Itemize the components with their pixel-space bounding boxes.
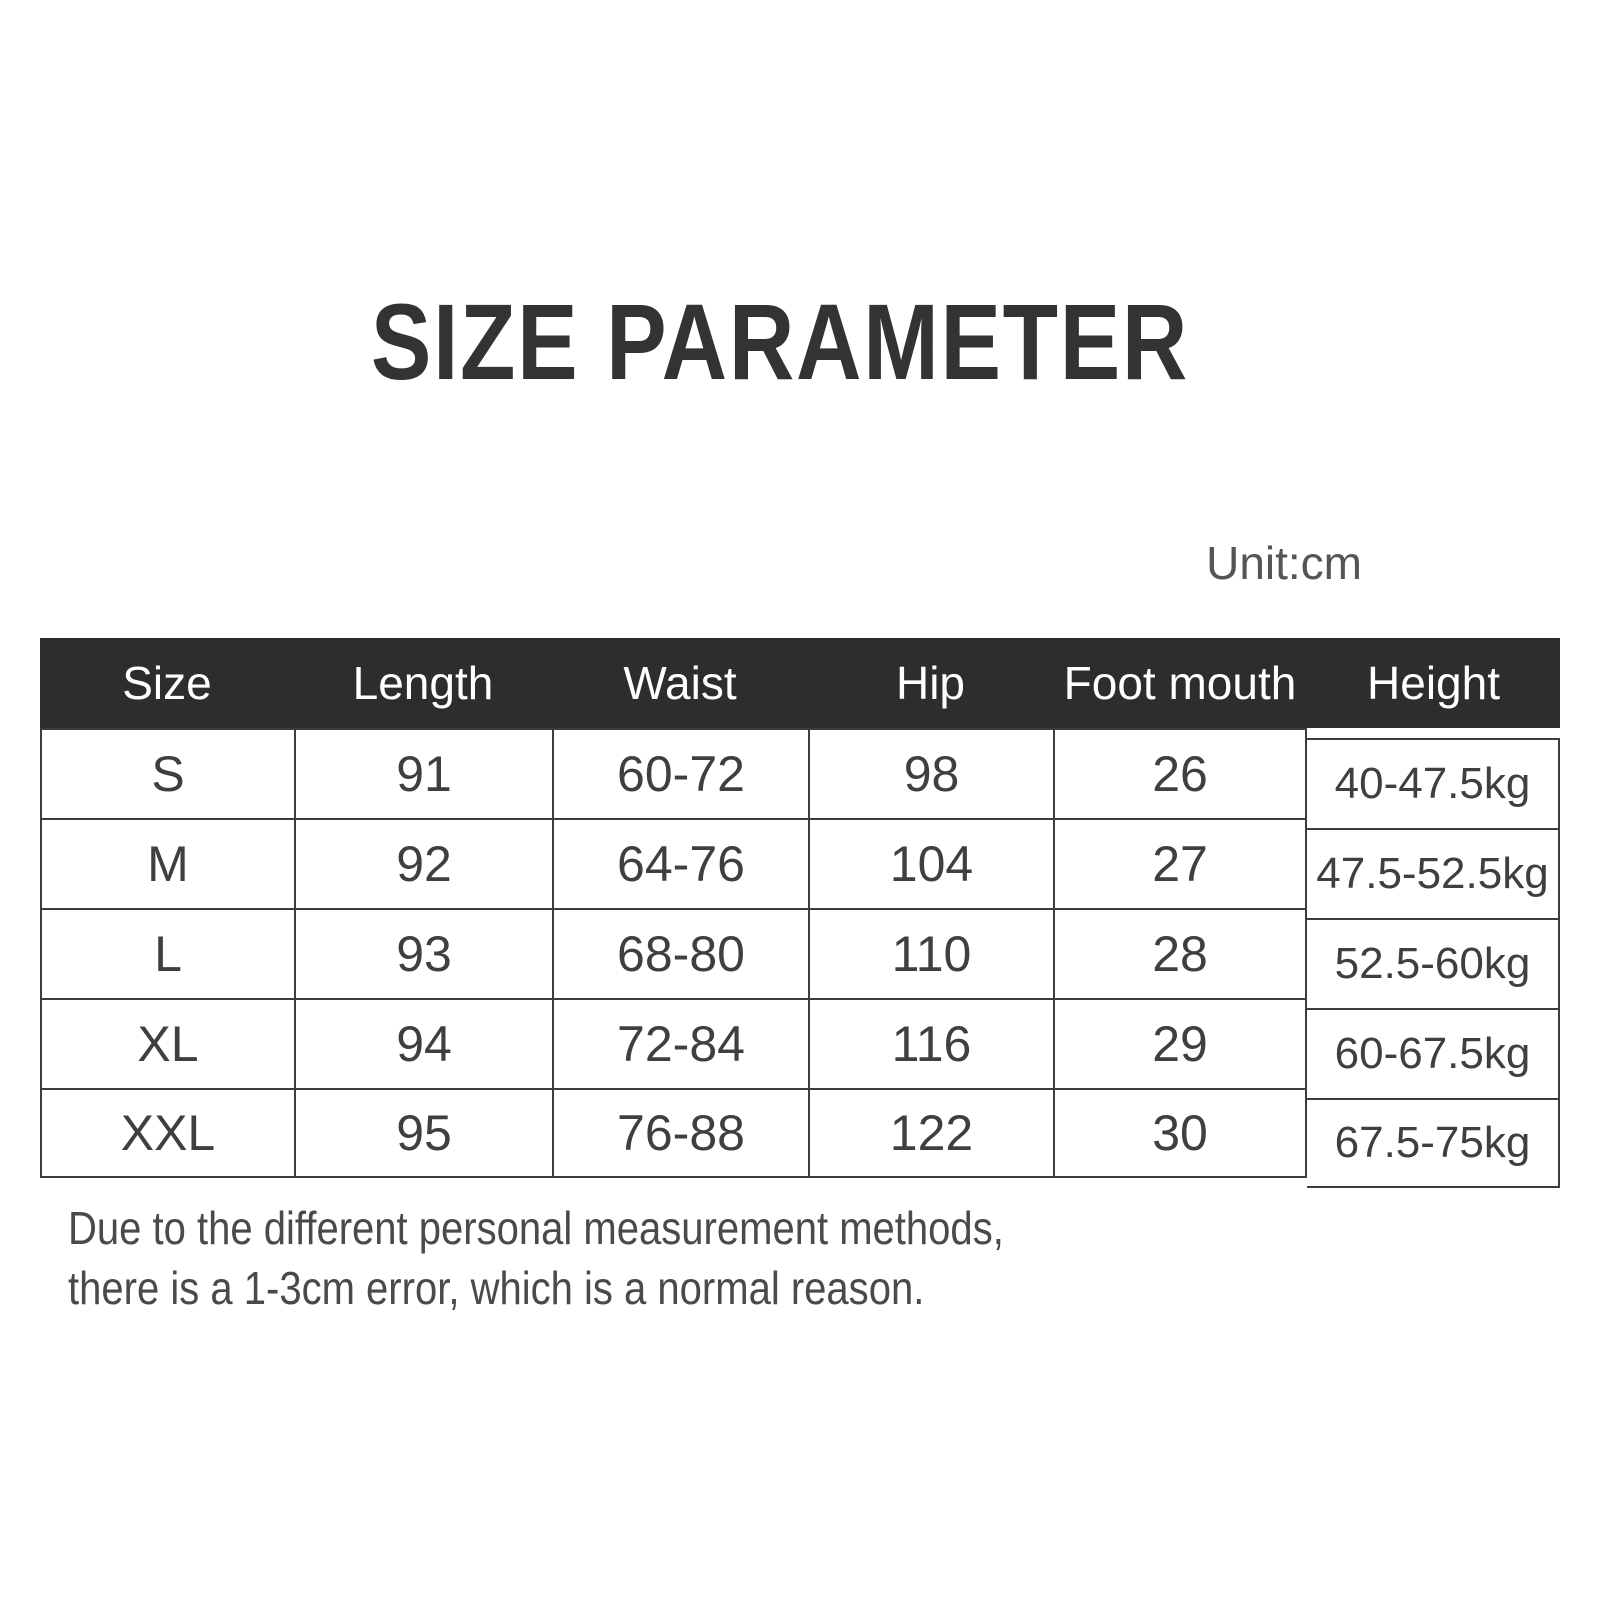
header-cell-size: Size — [40, 638, 294, 728]
cell-xl-height: 60-67.5kg — [1307, 1008, 1560, 1098]
cell-xl-waist: 72-84 — [552, 998, 808, 1088]
cell-l-foot-mouth: 28 — [1053, 908, 1307, 998]
cell-s-hip: 98 — [808, 728, 1053, 818]
cell-m-hip: 104 — [808, 818, 1053, 908]
cell-l-length: 93 — [294, 908, 552, 998]
header-cell-hip: Hip — [808, 638, 1053, 728]
cell-m-height: 47.5-52.5kg — [1307, 828, 1560, 918]
note-line-2: there is a 1-3cm error, which is a norma… — [68, 1262, 925, 1314]
header-cell-height: Height — [1307, 638, 1560, 728]
header-cell-foot-mouth: Foot mouth — [1053, 638, 1307, 728]
cell-xxl-waist: 76-88 — [552, 1088, 808, 1178]
cell-m-size: M — [40, 818, 294, 908]
cell-xxl-height: 67.5-75kg — [1307, 1098, 1560, 1188]
cell-l-size: L — [40, 908, 294, 998]
page-title: SIZE PARAMETER — [370, 281, 1190, 402]
page-title-row: SIZE PARAMETER — [0, 288, 1560, 396]
cell-l-height: 52.5-60kg — [1307, 918, 1560, 1008]
size-table: Size Length Waist Hip Foot mouth Height … — [40, 638, 1560, 1188]
header-cell-waist: Waist — [552, 638, 808, 728]
cell-xl-length: 94 — [294, 998, 552, 1088]
cell-s-length: 91 — [294, 728, 552, 818]
cell-m-waist: 64-76 — [552, 818, 808, 908]
cell-xl-hip: 116 — [808, 998, 1053, 1088]
cell-xxl-size: XXL — [40, 1088, 294, 1178]
measurement-note: Due to the different personal measuremen… — [68, 1198, 1004, 1318]
cell-m-length: 92 — [294, 818, 552, 908]
cell-xxl-length: 95 — [294, 1088, 552, 1178]
cell-s-waist: 60-72 — [552, 728, 808, 818]
note-line-1: Due to the different personal measuremen… — [68, 1202, 1004, 1254]
cell-xxl-foot-mouth: 30 — [1053, 1088, 1307, 1178]
cell-l-hip: 110 — [808, 908, 1053, 998]
cell-s-foot-mouth: 26 — [1053, 728, 1307, 818]
header-cell-length: Length — [294, 638, 552, 728]
cell-xl-foot-mouth: 29 — [1053, 998, 1307, 1088]
cell-l-waist: 68-80 — [552, 908, 808, 998]
cell-m-foot-mouth: 27 — [1053, 818, 1307, 908]
cell-s-height: 40-47.5kg — [1307, 738, 1560, 828]
cell-xxl-hip: 122 — [808, 1088, 1053, 1178]
unit-label: Unit:cm — [1206, 537, 1362, 589]
cell-xl-size: XL — [40, 998, 294, 1088]
cell-s-size: S — [40, 728, 294, 818]
